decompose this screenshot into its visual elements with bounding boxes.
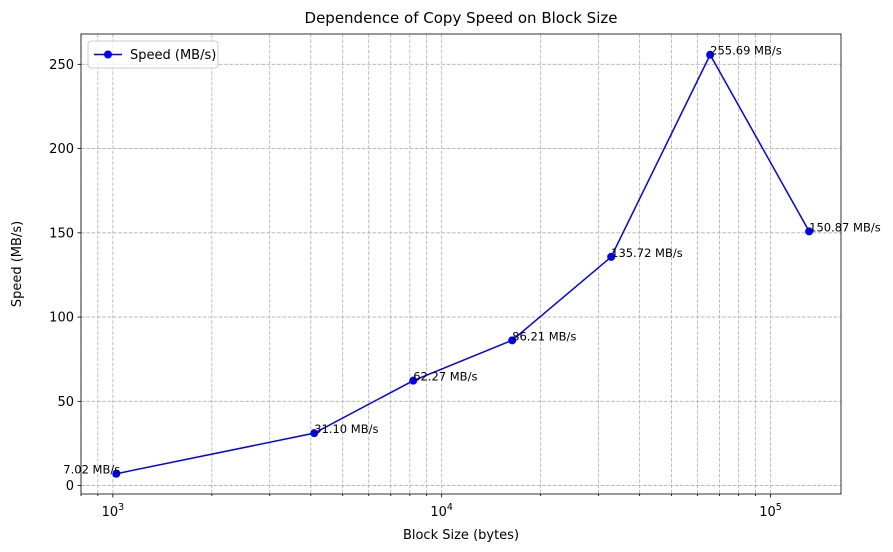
data-point — [409, 376, 418, 385]
legend-marker-sample — [104, 50, 112, 59]
data-point — [607, 252, 616, 261]
data-label: 150.87 MB/s — [809, 220, 881, 234]
data-label: 255.69 MB/s — [710, 44, 782, 58]
data-point — [706, 50, 715, 59]
legend-box — [87, 40, 219, 69]
y-tick-label: 0 — [66, 479, 74, 494]
chart-title: Dependence of Copy Speed on Block Size — [305, 9, 618, 27]
data-point — [112, 469, 121, 478]
data-labels: 7.02 MB/s 31.10 MB/s 62.27 MB/s 86.21 MB/s 1… — [63, 44, 880, 477]
data-label: 86.21 MB/s — [512, 329, 576, 343]
legend: Speed (MB/s) — [87, 40, 219, 69]
data-label: 62.27 MB/s — [413, 370, 477, 384]
x-tick-label: 103 — [102, 502, 125, 520]
x-tick-label-exponent: 5 — [776, 502, 782, 513]
y-tick-label: 50 — [57, 395, 74, 410]
x-tick-label-base: 10 — [102, 505, 119, 520]
grid — [80, 34, 841, 494]
axes — [80, 33, 842, 495]
data-point — [805, 227, 814, 236]
x-tick-label-exponent: 3 — [118, 502, 124, 513]
legend-entry-speed: Speed (MB/s) — [130, 48, 216, 63]
data-label: 7.02 MB/s — [63, 463, 120, 477]
y-tick-label: 200 — [49, 142, 74, 157]
x-tick-label: 104 — [430, 502, 453, 520]
data-label: 135.72 MB/s — [611, 246, 683, 260]
x-tick-label-base: 10 — [430, 505, 447, 520]
series — [112, 50, 814, 478]
y-tick-label: 250 — [49, 58, 74, 73]
data-point — [508, 336, 517, 345]
y-tick-label: 150 — [49, 226, 74, 241]
x-axis-label: Block Size (bytes) — [403, 528, 519, 543]
x-tick-label-base: 10 — [759, 505, 776, 520]
y-tick-label: 100 — [49, 311, 74, 326]
plot-frame — [80, 33, 842, 495]
data-label: 31.10 MB/s — [314, 422, 378, 436]
y-axis-label: Speed (MB/s) — [10, 221, 25, 307]
x-tick-label-exponent: 4 — [447, 502, 453, 513]
x-tick-label: 105 — [759, 502, 782, 520]
data-point — [310, 429, 319, 438]
